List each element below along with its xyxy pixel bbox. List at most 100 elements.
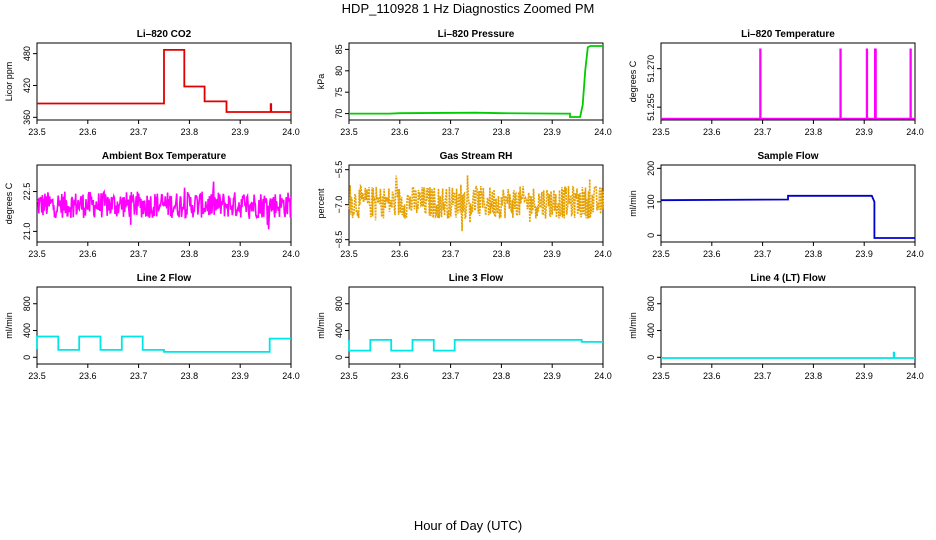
plot-frame [348,286,604,365]
x-tick-label: 23.7 [442,249,460,259]
x-tick-label: 23.7 [754,371,772,381]
x-tick-label: 23.5 [28,371,46,381]
series-line [661,48,915,120]
x-tick-label: 23.6 [703,371,721,381]
y-tick-label: 21.0 [22,223,32,241]
x-tick-label: 24.0 [594,249,612,259]
x-tick-label: 23.9 [855,371,873,381]
panel-6: Sample Flow 23.5 23.6 23.7 23.8 23.9 24.0 0 100 2… [628,151,924,259]
panel-title: Sample Flow [757,151,818,162]
panel-title: Li–820 Pressure [438,29,515,40]
x-tick-label: 23.9 [543,249,561,259]
y-tick-label: 800 [646,296,656,311]
x-axis-label: Hour of Day (UTC) [413,518,523,533]
x-tick-label: 23.9 [543,371,561,381]
y-axis-label: ml/min [4,312,14,339]
x-tick-label: 24.0 [906,127,924,137]
x-tick-label: 23.5 [28,249,46,259]
x-tick-label: 24.0 [594,127,612,137]
x-tick-label: 23.8 [805,127,823,137]
panel-1: Li–820 CO2 23.5 23.6 23.7 23.8 23.9 24.0 360 420… [4,29,300,137]
y-tick-label: 360 [22,110,32,125]
y-axis-label: degrees C [628,60,638,102]
x-tick-label: 23.6 [391,127,409,137]
y-tick-label: 51.270 [646,55,656,83]
series-line [348,175,604,232]
y-tick-label: 100 [646,194,656,209]
x-tick-label: 23.7 [130,371,148,381]
y-tick-label: 0 [646,355,656,360]
series-line [349,45,603,118]
y-tick-label: 400 [334,323,344,338]
x-tick-label: 23.8 [805,249,823,259]
x-tick-label: 23.7 [754,249,772,259]
plot-frame [660,164,916,243]
plot-frame [36,42,292,121]
x-tick-label: 23.6 [391,371,409,381]
y-axis-label: ml/min [316,312,326,339]
x-tick-label: 23.8 [493,127,511,137]
x-tick-label: 23.5 [340,127,358,137]
x-tick-label: 23.8 [181,249,199,259]
x-tick-label: 23.8 [805,371,823,381]
panel-8: Line 3 Flow 23.5 23.6 23.7 23.8 23.9 24.0 0 400 8… [316,273,612,381]
x-tick-label: 24.0 [594,371,612,381]
panel-title: Li–820 CO2 [137,29,192,40]
panel-2: Li–820 Pressure 23.5 23.6 23.7 23.8 23.9 24.0 7… [316,29,612,137]
panel-title: Line 2 Flow [137,273,192,284]
x-tick-label: 23.7 [754,127,772,137]
x-tick-label: 23.5 [652,371,670,381]
y-axis-label: degrees C [4,182,14,224]
series-line [37,49,291,113]
panel-title: Line 3 Flow [449,273,504,284]
y-tick-label: 70 [334,109,344,119]
x-tick-label: 23.6 [79,371,97,381]
panel-title: Line 4 (LT) Flow [750,273,826,284]
x-tick-label: 23.8 [181,127,199,137]
series-line [36,335,291,353]
panel-title: Li–820 Temperature [741,29,835,40]
x-tick-label: 23.5 [28,127,46,137]
y-tick-label: −8.5 [334,231,344,249]
x-tick-label: 24.0 [282,127,300,137]
figure-title: HDP_110928 1 Hz Diagnostics Zoomed PM [341,1,595,16]
series-line [36,181,292,230]
y-tick-label: 200 [646,161,656,176]
y-tick-label: −7.0 [334,196,344,214]
x-tick-label: 23.5 [340,249,358,259]
x-tick-label: 23.7 [442,371,460,381]
x-tick-label: 23.9 [855,249,873,259]
x-tick-label: 24.0 [282,371,300,381]
panel-title: Ambient Box Temperature [102,151,227,162]
y-tick-label: 0 [646,233,656,238]
x-tick-label: 23.5 [652,249,670,259]
x-tick-label: 23.7 [442,127,460,137]
y-axis-label: ml/min [628,312,638,339]
x-tick-label: 24.0 [906,249,924,259]
x-tick-label: 23.9 [231,249,249,259]
panel-3: Li–820 Temperature 23.5 23.6 23.7 23.8 23.9 24… [628,29,924,137]
x-tick-label: 23.6 [391,249,409,259]
y-tick-label: 480 [22,46,32,61]
x-tick-label: 23.5 [340,371,358,381]
x-tick-label: 23.5 [652,127,670,137]
series-line [660,194,915,239]
y-tick-label: 75 [334,87,344,97]
y-tick-label: 800 [334,296,344,311]
panel-9: Line 4 (LT) Flow 23.5 23.6 23.7 23.8 23.9 24.0… [628,273,924,381]
y-tick-label: 420 [22,78,32,93]
y-tick-label: 800 [22,296,32,311]
x-tick-label: 23.9 [231,371,249,381]
x-tick-label: 23.6 [703,249,721,259]
x-tick-label: 23.6 [79,249,97,259]
x-tick-label: 23.6 [703,127,721,137]
plot-frame [660,286,916,365]
x-tick-label: 23.9 [855,127,873,137]
y-axis-label: percent [316,188,326,219]
x-tick-label: 24.0 [906,371,924,381]
y-tick-label: 0 [334,355,344,360]
y-axis-label: kPa [316,74,326,90]
plot-frame [348,42,604,121]
y-tick-label: 0 [22,355,32,360]
